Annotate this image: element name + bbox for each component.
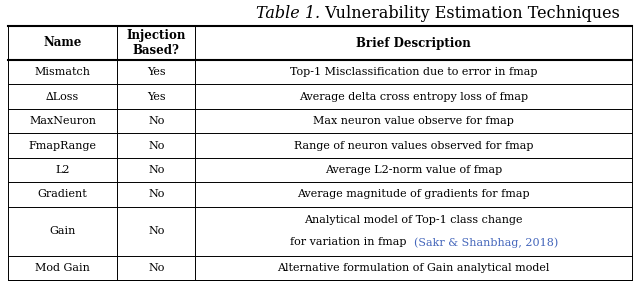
Text: Yes: Yes [147, 92, 166, 102]
Text: Gain: Gain [49, 226, 76, 236]
Text: No: No [148, 116, 164, 126]
Text: Mod Gain: Mod Gain [35, 263, 90, 273]
Text: Mismatch: Mismatch [35, 67, 91, 77]
Text: Name: Name [44, 37, 82, 49]
Text: Max neuron value observe for fmap: Max neuron value observe for fmap [313, 116, 514, 126]
Text: No: No [148, 226, 164, 236]
Text: Injection
Based?: Injection Based? [127, 29, 186, 57]
Text: (Sakr & Shanbhag, 2018): (Sakr & Shanbhag, 2018) [413, 237, 558, 248]
Text: MaxNeuron: MaxNeuron [29, 116, 96, 126]
Text: Yes: Yes [147, 67, 166, 77]
Text: Average magnitude of gradients for fmap: Average magnitude of gradients for fmap [298, 189, 530, 199]
Text: ∆Loss: ∆Loss [46, 92, 79, 102]
Text: Top-1 Misclassification due to error in fmap: Top-1 Misclassification due to error in … [290, 67, 538, 77]
Text: Average delta cross entropy loss of fmap: Average delta cross entropy loss of fmap [299, 92, 528, 102]
Text: No: No [148, 141, 164, 151]
Text: Vulnerability Estimation Techniques: Vulnerability Estimation Techniques [320, 5, 620, 22]
Text: Alternative formulation of Gain analytical model: Alternative formulation of Gain analytic… [277, 263, 550, 273]
Text: Analytical model of Top-1 class change: Analytical model of Top-1 class change [305, 215, 523, 225]
Text: Range of neuron values observed for fmap: Range of neuron values observed for fmap [294, 141, 533, 151]
Text: for variation in fmap: for variation in fmap [290, 237, 413, 247]
Text: No: No [148, 189, 164, 199]
Text: Brief Description: Brief Description [356, 37, 471, 49]
Text: No: No [148, 263, 164, 273]
Text: Gradient: Gradient [38, 189, 88, 199]
Text: L2: L2 [55, 165, 70, 175]
Text: Average L2-norm value of fmap: Average L2-norm value of fmap [325, 165, 502, 175]
Text: No: No [148, 165, 164, 175]
Text: Table 1.: Table 1. [256, 5, 320, 22]
Text: FmapRange: FmapRange [29, 141, 97, 151]
